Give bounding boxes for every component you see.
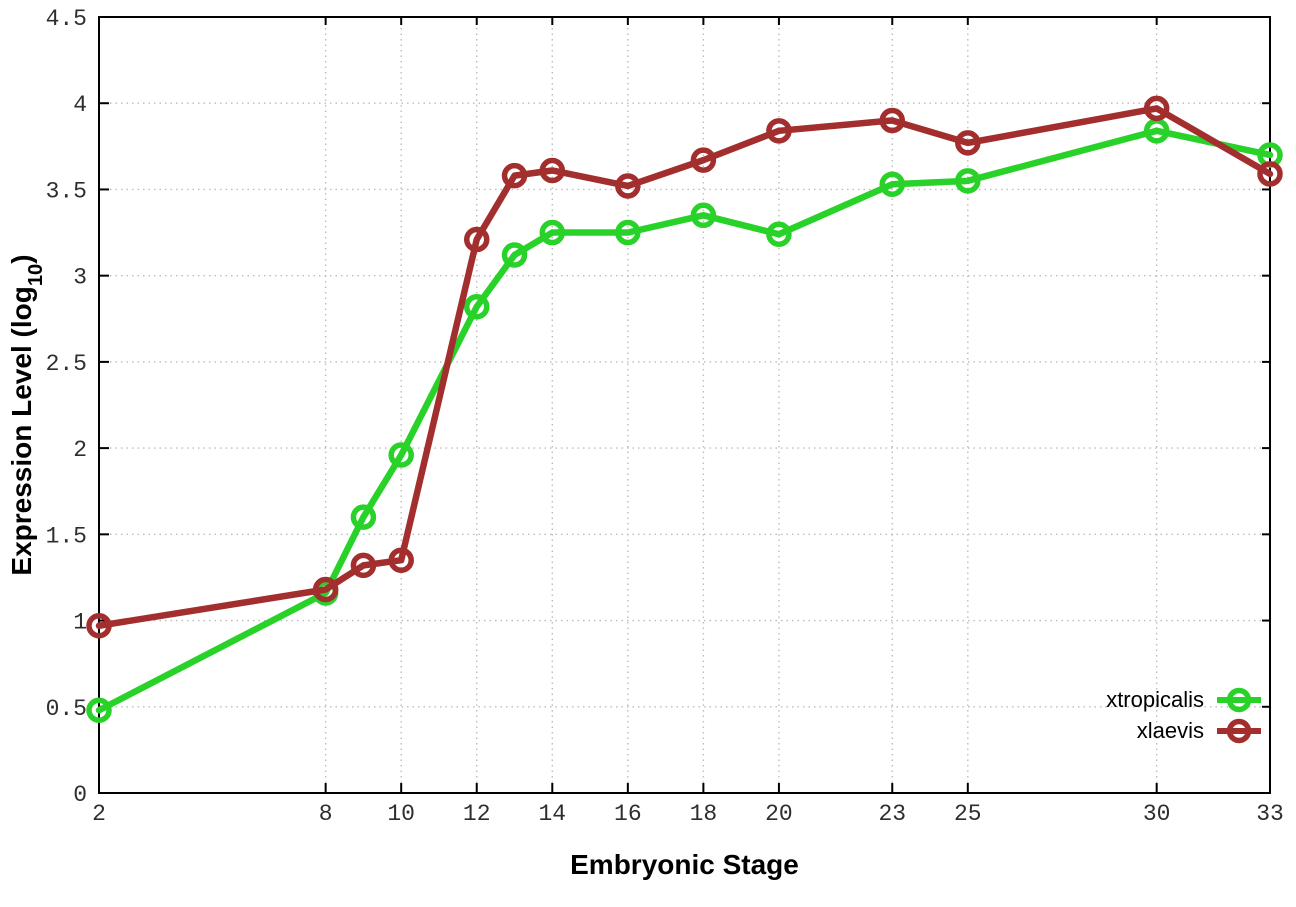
marker-xlaevis bbox=[690, 147, 717, 173]
marker-xtropicalis bbox=[350, 504, 377, 530]
legend-circle-xtropicalis bbox=[1226, 687, 1252, 712]
marker-xlaevis bbox=[350, 552, 377, 579]
x-axis-title: Embryonic Stage bbox=[570, 849, 799, 880]
y-tick-label: 4.5 bbox=[46, 6, 87, 32]
marker-xlaevis bbox=[955, 130, 981, 156]
y-tick-label: 0 bbox=[73, 782, 87, 808]
y-axis-title: Expression Level (log10) bbox=[0, 135, 48, 695]
marker-xlaevis bbox=[388, 547, 414, 573]
x-tick-label: 20 bbox=[765, 801, 793, 827]
plot-border bbox=[98, 16, 1271, 794]
series-line-xlaevis bbox=[95, 105, 1274, 629]
legend-circle-xlaevis bbox=[1226, 718, 1252, 743]
x-tick-label: 30 bbox=[1143, 801, 1171, 827]
marker-xlaevis bbox=[615, 173, 641, 199]
y-tick-label: 0.5 bbox=[46, 696, 87, 722]
marker-xtropicalis bbox=[539, 219, 566, 246]
x-tick-label: 33 bbox=[1256, 801, 1284, 827]
y-tick-label: 2.5 bbox=[46, 351, 87, 377]
marker-xtropicalis bbox=[955, 168, 981, 194]
y-tick-label: 1 bbox=[73, 610, 87, 636]
marker-xlaevis bbox=[312, 576, 339, 603]
marker-xlaevis bbox=[1257, 161, 1283, 187]
marker-xtropicalis bbox=[501, 242, 528, 268]
marker-xlaevis bbox=[501, 162, 528, 189]
y-axis-title-subscript: 10 bbox=[25, 263, 48, 287]
x-tick-label: 12 bbox=[463, 801, 491, 827]
x-tick-label: 8 bbox=[319, 801, 333, 827]
marker-xtropicalis bbox=[388, 442, 414, 468]
y-tick-label: 4 bbox=[73, 92, 87, 118]
marker-xlaevis bbox=[463, 226, 490, 253]
y-tick-label: 3.5 bbox=[46, 178, 87, 204]
x-tick-label: 25 bbox=[954, 801, 982, 827]
y-axis-title-close: ) bbox=[6, 254, 37, 264]
series-line-xtropicalis bbox=[95, 127, 1274, 714]
x-tick-label: 10 bbox=[387, 801, 415, 827]
x-tick-label: 18 bbox=[690, 801, 718, 827]
y-axis-title-main: Expression Level (log bbox=[6, 286, 37, 576]
legend-label-xlaevis: xlaevis bbox=[1136, 717, 1204, 743]
x-tick-label: 16 bbox=[614, 801, 642, 827]
legend-item-xtropicalis: xtropicalis bbox=[1106, 684, 1262, 715]
marker-xtropicalis bbox=[86, 697, 112, 723]
marker-xlaevis bbox=[1143, 95, 1170, 122]
x-tick-label: 2 bbox=[92, 801, 106, 827]
marker-xlaevis bbox=[539, 157, 566, 184]
legend-marker-xlaevis-icon bbox=[1217, 718, 1261, 743]
marker-xlaevis bbox=[766, 118, 792, 144]
x-tick-label: 14 bbox=[538, 801, 566, 827]
y-tick-label: 3 bbox=[73, 265, 87, 291]
marker-xtropicalis bbox=[690, 202, 717, 229]
marker-xlaevis bbox=[879, 107, 906, 134]
marker-xtropicalis bbox=[879, 171, 906, 198]
legend-marker-xtropicalis-icon bbox=[1217, 687, 1261, 712]
marker-xtropicalis bbox=[615, 219, 641, 246]
y-tick-label: 2 bbox=[73, 437, 87, 463]
marker-xlaevis bbox=[86, 612, 112, 639]
legend: xtropicalis xlaevis bbox=[1106, 684, 1262, 746]
legend-label-xtropicalis: xtropicalis bbox=[1106, 686, 1204, 712]
marker-xtropicalis bbox=[766, 221, 792, 248]
y-tick-label: 1.5 bbox=[46, 523, 87, 549]
marker-xtropicalis bbox=[463, 293, 490, 320]
x-tick-label: 23 bbox=[878, 801, 906, 827]
legend-item-xlaevis: xlaevis bbox=[1106, 715, 1262, 746]
